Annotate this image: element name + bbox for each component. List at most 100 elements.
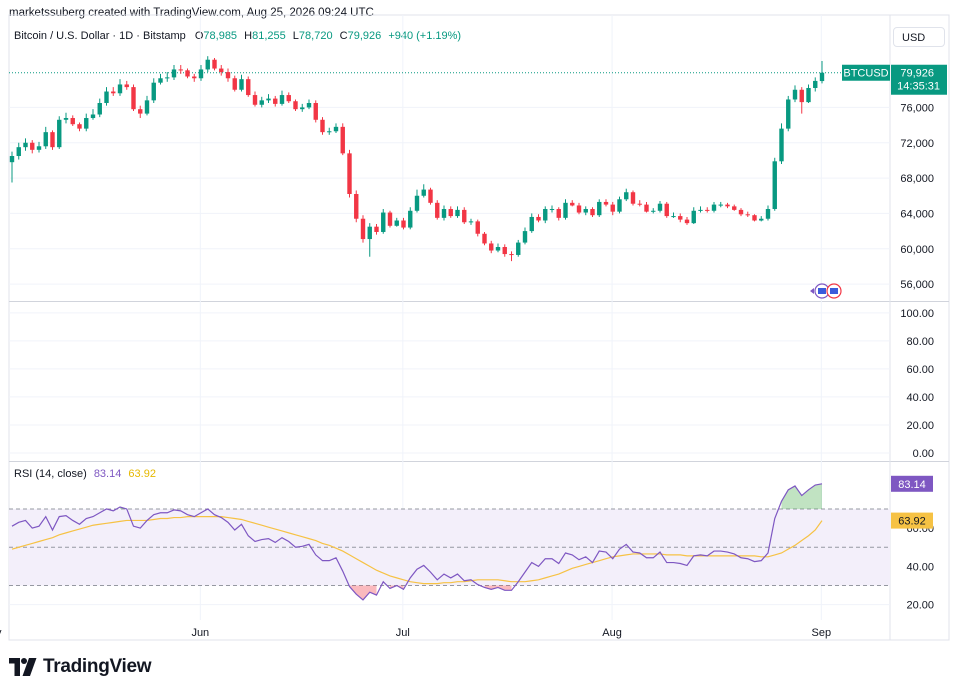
candle-body — [671, 216, 676, 218]
candle-body — [516, 242, 521, 255]
candle-body — [23, 142, 28, 148]
candle-body — [610, 204, 615, 212]
rsi-oversold-fill — [349, 585, 377, 600]
candle-body — [43, 132, 48, 147]
candle-body — [738, 209, 744, 215]
candle-body — [705, 209, 710, 211]
candle-body — [387, 212, 393, 226]
candle-body — [205, 59, 210, 70]
us-flag-icon — [818, 288, 826, 294]
candle-body — [16, 147, 21, 157]
candle-body — [462, 209, 467, 223]
candle-body — [765, 209, 771, 219]
tradingview-logo-icon — [9, 658, 37, 676]
candle-body — [522, 231, 528, 243]
candle-body — [772, 161, 777, 210]
empty-pane-y-tick-label: 20.00 — [906, 420, 934, 432]
candle-body — [482, 233, 487, 244]
candle-body — [435, 202, 440, 218]
candle-body — [340, 126, 345, 154]
candle-body — [806, 87, 811, 103]
candle-body — [367, 226, 372, 240]
candle-body — [495, 246, 501, 251]
candle-body — [313, 103, 318, 120]
candle-body — [691, 210, 696, 224]
rsi-line — [11, 483, 823, 601]
candle-body — [455, 209, 460, 217]
candle-body — [421, 189, 426, 196]
rsi-legend: RSI (14, close) 83.14 63.92 — [14, 468, 156, 480]
candle-body — [779, 128, 784, 162]
candle-body — [630, 192, 636, 204]
candle-body — [9, 156, 15, 163]
candle-body — [158, 78, 163, 83]
candle-body — [273, 98, 278, 104]
candle-body — [70, 118, 75, 125]
rsi-ma-value-tag — [891, 512, 933, 529]
symbol-tag-label: BTCUSD — [843, 68, 888, 80]
candle-body — [543, 209, 548, 221]
candle-body — [428, 189, 433, 203]
candle-body — [171, 69, 177, 78]
price-y-tick-label: 56,000 — [900, 279, 934, 291]
candle-body — [306, 103, 312, 108]
x-tick-label: Sep — [812, 627, 832, 639]
candle-body — [360, 218, 366, 240]
candle-body — [698, 209, 703, 211]
close-label: C — [339, 30, 348, 42]
symbol-legend: Bitcoin / U.S. Dollar · 1D · Bitstamp O7… — [14, 30, 461, 42]
low-label: L — [292, 30, 299, 42]
candle-body — [36, 146, 42, 150]
price-tag — [891, 64, 947, 95]
candle-body — [603, 201, 609, 205]
price-y-tick-label: 60,000 — [900, 244, 934, 256]
candle-body — [414, 195, 420, 211]
tradingview-footer: TradingView — [9, 654, 152, 680]
candle-body — [475, 221, 480, 234]
candle-body — [509, 254, 514, 256]
candle-body — [536, 216, 541, 221]
us-flag-icon — [830, 288, 838, 294]
open-value: 78,985 — [203, 30, 238, 42]
candle-body — [327, 131, 332, 133]
close-value: 79,926 — [347, 30, 382, 42]
chart-frame — [8, 14, 950, 641]
candle-body — [786, 99, 791, 129]
candle-body — [104, 91, 109, 104]
candle-body — [198, 69, 204, 79]
rsi-band-fill — [9, 508, 890, 586]
candle-body — [90, 114, 96, 119]
candle-body — [664, 203, 669, 217]
rsi-ma-value-tag-label: 63.92 — [898, 516, 926, 528]
candle-body — [718, 204, 723, 206]
candle-body — [259, 100, 264, 105]
symbol-name: Bitcoin / U.S. Dollar · 1D · Bitstamp — [14, 30, 186, 42]
candle-body — [570, 202, 575, 206]
price-y-tick-label: 72,000 — [900, 138, 934, 150]
candle-body — [212, 59, 217, 69]
x-tick-label: Jul — [396, 627, 410, 639]
candle-body — [374, 226, 379, 232]
candle-body — [97, 103, 102, 115]
candle-body — [401, 220, 406, 228]
price-y-tick-label: 76,000 — [900, 102, 934, 114]
candle-body — [151, 82, 156, 101]
change-value: +940 (+1.19%) — [388, 30, 462, 42]
empty-pane-y-tick-label: 100.00 — [900, 308, 934, 320]
currency-button[interactable]: USD — [893, 27, 945, 47]
symbol-tag — [842, 64, 890, 81]
candle-body — [441, 209, 447, 218]
rsi-legend-label: RSI (14, close) — [14, 468, 87, 480]
candle-body — [711, 204, 717, 211]
candle-body — [293, 101, 298, 110]
candle-body — [30, 142, 35, 150]
candle-body — [165, 77, 170, 79]
candle-body — [563, 202, 568, 218]
candle-body — [549, 209, 555, 211]
candle-body — [725, 204, 730, 207]
candle-body — [252, 95, 258, 105]
candle-body — [732, 206, 737, 210]
candle-body — [617, 199, 622, 212]
candle-body — [354, 193, 359, 219]
